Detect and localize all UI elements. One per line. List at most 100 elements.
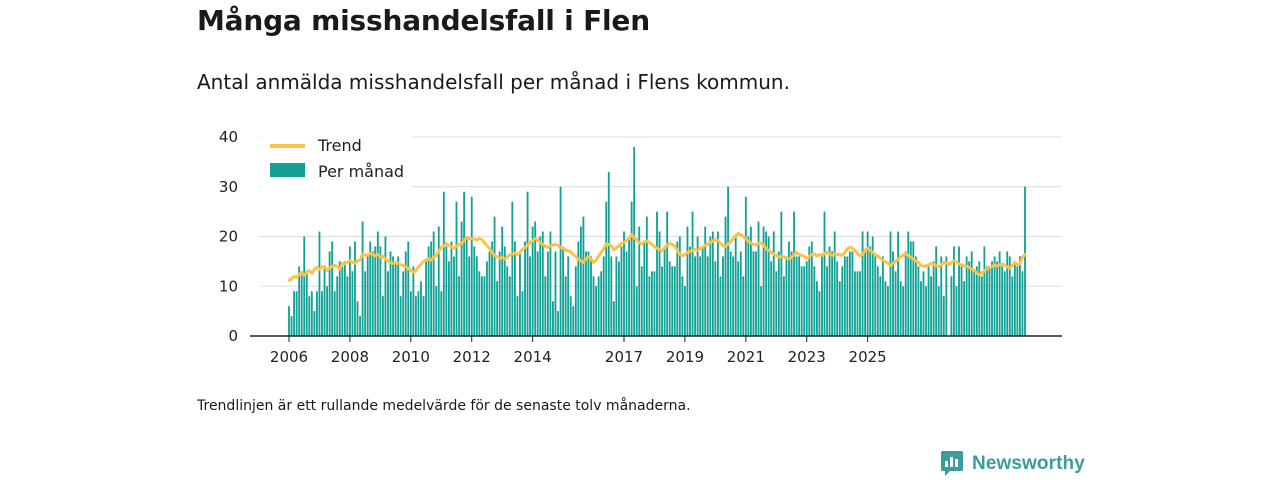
bar xyxy=(569,296,572,336)
bar xyxy=(963,281,966,336)
bar xyxy=(648,276,651,336)
bar xyxy=(412,266,415,336)
bar xyxy=(937,286,940,336)
bar xyxy=(869,246,872,336)
bar xyxy=(770,261,773,337)
bar xyxy=(348,246,351,336)
bar xyxy=(506,266,509,336)
bar xyxy=(881,256,884,336)
bar xyxy=(942,296,945,336)
bar xyxy=(460,221,463,336)
bar xyxy=(371,251,374,336)
bar xyxy=(653,271,656,336)
bar xyxy=(554,251,557,336)
bar xyxy=(673,266,676,336)
bar xyxy=(308,296,311,336)
bar xyxy=(343,261,346,337)
bar xyxy=(407,241,410,336)
bar xyxy=(323,266,326,336)
legend: Trend Per månad xyxy=(262,133,412,188)
x-tick-label: 2019 xyxy=(666,348,704,366)
newsworthy-logo-icon xyxy=(941,451,963,476)
chart-subtitle: Antal anmälda misshandelsfall per månad … xyxy=(197,70,790,94)
brand-logo[interactable]: Newsworthy xyxy=(940,450,1085,477)
bar xyxy=(559,186,562,336)
bar xyxy=(1011,276,1014,336)
bar xyxy=(658,231,661,336)
bar xyxy=(871,236,874,336)
bar xyxy=(696,236,699,336)
bar xyxy=(630,201,633,336)
bar xyxy=(978,261,981,337)
bars xyxy=(288,146,1026,337)
bar xyxy=(788,241,790,336)
bar xyxy=(805,261,808,337)
bar xyxy=(876,266,879,336)
bar xyxy=(638,226,641,336)
bar xyxy=(453,256,455,336)
bar xyxy=(288,306,290,336)
bar xyxy=(478,271,481,336)
bar xyxy=(640,266,643,336)
bar xyxy=(716,231,719,336)
bar xyxy=(691,211,694,337)
bar xyxy=(902,286,905,336)
bar xyxy=(749,226,752,336)
bar xyxy=(727,186,729,336)
bar xyxy=(1019,256,1021,336)
bar xyxy=(364,271,367,336)
bar xyxy=(684,286,686,336)
bar xyxy=(841,266,844,336)
bar xyxy=(780,211,783,337)
bar xyxy=(866,231,869,336)
bar xyxy=(970,251,973,336)
bar xyxy=(328,251,331,336)
bar xyxy=(387,271,389,336)
bar xyxy=(397,256,400,336)
bar xyxy=(369,241,372,336)
bar xyxy=(392,256,394,336)
bar xyxy=(767,236,770,336)
bar xyxy=(689,246,691,336)
bar xyxy=(765,231,768,336)
bar xyxy=(361,221,364,336)
bar xyxy=(879,276,882,336)
bar xyxy=(704,226,707,336)
bar xyxy=(668,261,671,337)
bar xyxy=(402,271,405,336)
bar xyxy=(493,216,496,336)
bar xyxy=(762,226,765,336)
bar xyxy=(1003,271,1006,336)
bar xyxy=(541,231,544,336)
x-axis-ticks: 2006 2008 2010 2012 2014 2017 2019 2021 2023 2025 xyxy=(270,336,887,366)
bar xyxy=(574,266,577,336)
bar xyxy=(917,266,920,336)
bar xyxy=(468,256,471,336)
bar xyxy=(557,311,559,337)
bar xyxy=(475,256,478,336)
bar xyxy=(651,271,653,336)
bar xyxy=(536,251,539,336)
bar xyxy=(907,231,910,336)
bar xyxy=(313,311,316,337)
bar xyxy=(904,251,907,336)
bar xyxy=(384,236,387,336)
bar xyxy=(1006,251,1009,336)
bar xyxy=(714,261,717,337)
bar xyxy=(455,201,458,336)
bar xyxy=(899,281,902,336)
x-tick-label: 2012 xyxy=(453,348,491,366)
bar xyxy=(803,266,806,336)
bar xyxy=(953,246,955,336)
bar xyxy=(447,261,450,337)
bar xyxy=(950,276,953,336)
bar xyxy=(909,241,912,336)
bar xyxy=(1008,256,1011,336)
x-tick-label: 2023 xyxy=(788,348,826,366)
bar xyxy=(430,241,433,336)
bar xyxy=(709,236,712,336)
bar xyxy=(732,256,735,336)
bar xyxy=(516,296,519,336)
bar xyxy=(930,276,933,336)
